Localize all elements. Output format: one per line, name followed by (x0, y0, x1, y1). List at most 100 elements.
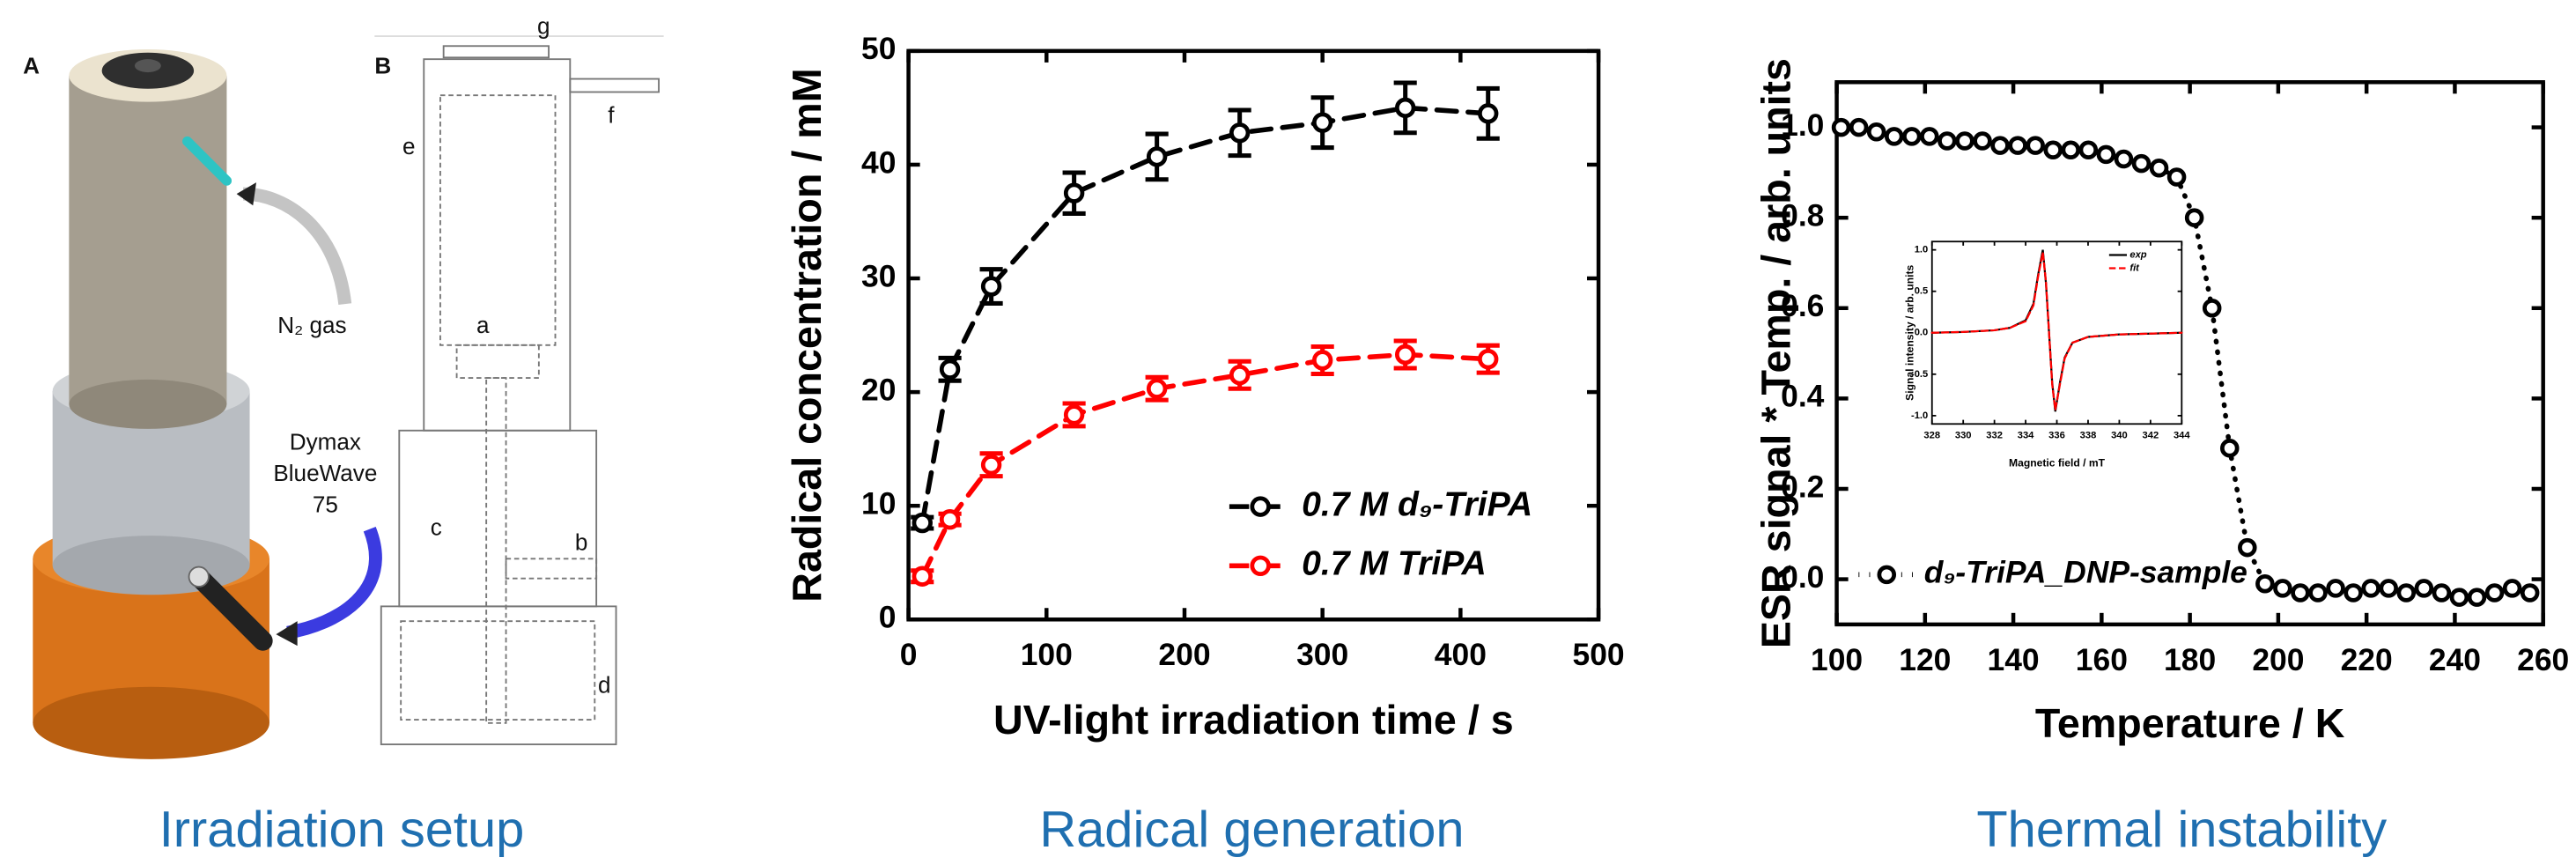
data-point (1938, 131, 1957, 151)
data-point (2219, 439, 2240, 458)
data-point (2184, 208, 2204, 227)
data-point (1902, 127, 1922, 146)
lamp-label: Dymax (290, 429, 361, 455)
chart: 328 330 332 334 336 338 340 342 344 -1.0 -0.5 0.0 0.… (1904, 240, 2190, 469)
x-tick-label: 328 (1923, 431, 1940, 441)
apparatus-b (374, 35, 664, 745)
y-axis-label: ESR signal * Temp. / arb. units (1753, 58, 1799, 648)
data-point (2343, 583, 2363, 603)
legend-label: fit (2129, 262, 2140, 273)
data-point (1831, 117, 1851, 137)
x-tick-label: 100 (1021, 637, 1073, 672)
y-tick-label: -0.5 (1911, 369, 1928, 380)
data-point (1394, 97, 1416, 119)
data-point (2308, 583, 2328, 603)
plot-frame (906, 48, 1601, 622)
data-point (2396, 583, 2417, 603)
part-label: c (431, 514, 442, 541)
x-tick-label: 180 (2164, 642, 2216, 677)
y-tick-label: 50 (861, 31, 896, 66)
data-point (2379, 579, 2398, 598)
x-tick-label: 260 (2517, 642, 2569, 677)
data-point (2096, 144, 2116, 165)
x-tick-label: 160 (2076, 642, 2128, 677)
data-point (2238, 537, 2257, 558)
x-tick-label: 220 (2341, 642, 2393, 677)
x-tick-label: 240 (2429, 642, 2481, 677)
series-line (1930, 252, 2183, 410)
legend-marker (1250, 555, 1271, 576)
data-point (2166, 167, 2187, 187)
y-axis-label: Signal intensity / arb. units (1904, 264, 1916, 400)
data-point (1311, 350, 1333, 371)
legend-marker (1250, 496, 1271, 517)
data-point (2026, 136, 2045, 155)
data-point (2467, 588, 2487, 607)
data-point (980, 455, 1002, 476)
data-point (1229, 365, 1251, 386)
data-point (2502, 579, 2522, 598)
y-tick-label: 1.0 (1781, 107, 1824, 143)
data-point (1973, 131, 1992, 151)
y-axis-label: Radical concentration / mM (784, 68, 830, 602)
series-line (919, 105, 1491, 526)
x-axis-label: Magnetic field / mT (2009, 456, 2106, 469)
y-tick-label: 30 (861, 258, 896, 293)
x-tick-label: 400 (1435, 637, 1487, 672)
part-label: e (402, 133, 416, 159)
data-point (1478, 348, 1499, 370)
part-label: b (575, 529, 588, 555)
data-point (939, 359, 961, 380)
x-tick-label: 344 (2174, 431, 2190, 441)
data-point (1920, 127, 1939, 146)
data-point (912, 512, 933, 534)
legend-marker (1877, 565, 1897, 585)
y-tick-label: 1.0 (1915, 245, 1929, 255)
x-tick-label: 140 (1988, 642, 2040, 677)
y-tick-label: 0.5 (1915, 286, 1929, 297)
data-point (1146, 146, 1168, 167)
lamp-label: BlueWave (273, 460, 377, 486)
data-point (1063, 404, 1085, 425)
x-tick-label: 330 (1955, 431, 1972, 441)
data-point (2061, 140, 2081, 160)
y-tick-label: 20 (861, 372, 896, 407)
data-point (2255, 573, 2275, 594)
x-tick-label: 342 (2143, 431, 2159, 441)
y-tick-label: -1.0 (1911, 410, 1928, 421)
apparatus-a (33, 48, 382, 759)
data-point (1990, 136, 2010, 155)
y-tick-label: 0 (879, 600, 897, 635)
x-tick-label: 200 (1158, 637, 1210, 672)
data-point (2326, 579, 2345, 598)
y-tick-label: 0.2 (1781, 469, 1824, 504)
y-tick-label: 0.0 (1781, 559, 1824, 595)
caption: Irradiation setup (159, 802, 525, 858)
legend-label: exp (2129, 249, 2146, 260)
legend-label: 0.7 M d₉-TriPA (1302, 485, 1532, 523)
x-tick-label: 300 (1296, 637, 1348, 672)
data-point (2131, 153, 2152, 174)
lamp-label: 75 (313, 491, 338, 517)
x-tick-label: 332 (1986, 431, 2003, 441)
y-tick-label: 0.6 (1781, 288, 1824, 323)
data-point (1146, 378, 1168, 399)
caption: Thermal instability (1976, 802, 2387, 858)
data-point (2114, 149, 2134, 169)
data-point (1311, 112, 1333, 133)
x-tick-label: 500 (1572, 637, 1624, 672)
plot-frame (1930, 240, 2183, 425)
x-tick-label: 120 (1899, 642, 1951, 677)
data-point (2432, 583, 2452, 603)
data-point (2520, 583, 2540, 603)
data-point (2291, 583, 2310, 603)
x-tick-label: 334 (2018, 431, 2034, 441)
data-point (1063, 182, 1085, 203)
data-point (1955, 131, 1974, 151)
legend-label: d₉-TriPA_DNP-sample (1924, 555, 2248, 590)
x-tick-label: 0 (900, 637, 918, 672)
setup-diagram: A B N₂ gas Dymax BlueWave 75 a b c d e f… (23, 13, 664, 858)
data-point (1866, 122, 1886, 142)
x-tick-label: 200 (2252, 642, 2304, 677)
